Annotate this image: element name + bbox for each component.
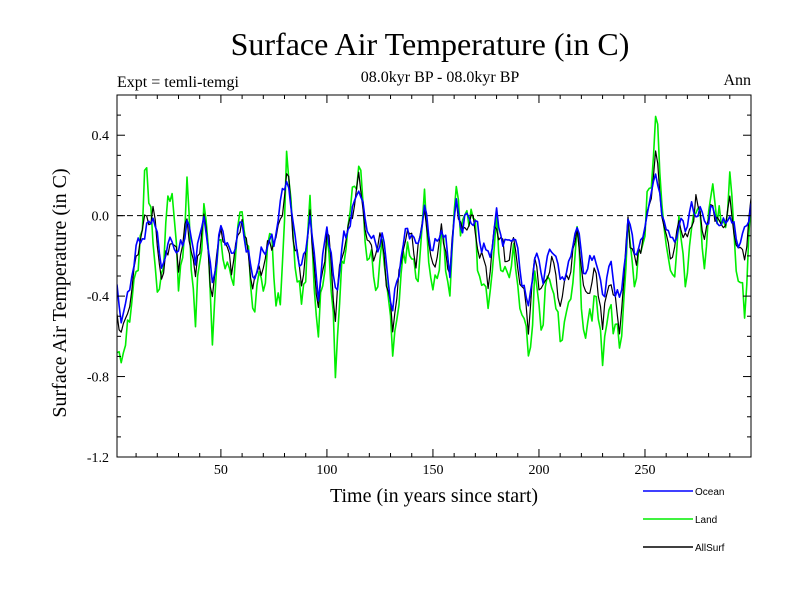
series-ocean-line bbox=[117, 173, 751, 324]
x-tick-label: 50 bbox=[214, 463, 228, 478]
x-tick-label: 100 bbox=[316, 463, 337, 478]
y-tick-label: 0.0 bbox=[92, 210, 110, 225]
season-label: Ann bbox=[723, 72, 751, 89]
ticks: 50 100 150 200 250 -1.2 -0.8 -0.4 0.0 0.4 bbox=[87, 94, 751, 478]
x-axis-label: Time (in years since start) bbox=[330, 485, 538, 507]
expt-label: Expt = temli-temgi bbox=[117, 74, 239, 91]
legend-label-ocean: Ocean bbox=[695, 487, 724, 498]
x-tick-label: 200 bbox=[528, 463, 549, 478]
y-axis-label: Surface Air Temperature (in C) bbox=[49, 168, 71, 417]
chart-title: Surface Air Temperature (in C) bbox=[231, 26, 630, 62]
x-tick-label: 150 bbox=[422, 463, 443, 478]
legend: Ocean Land AllSurf bbox=[643, 487, 725, 554]
y-tick-label: -1.2 bbox=[87, 451, 109, 466]
chart-subtitle: 08.0kyr BP - 08.0kyr BP bbox=[361, 69, 520, 86]
legend-label-allsurf: AllSurf bbox=[695, 543, 725, 554]
legend-label-land: Land bbox=[695, 515, 717, 526]
plot-lines bbox=[117, 115, 751, 379]
x-tick-label: 250 bbox=[634, 463, 655, 478]
y-tick-label: 0.4 bbox=[92, 129, 110, 144]
y-tick-label: -0.8 bbox=[87, 371, 109, 386]
y-tick-label: -0.4 bbox=[87, 290, 109, 305]
